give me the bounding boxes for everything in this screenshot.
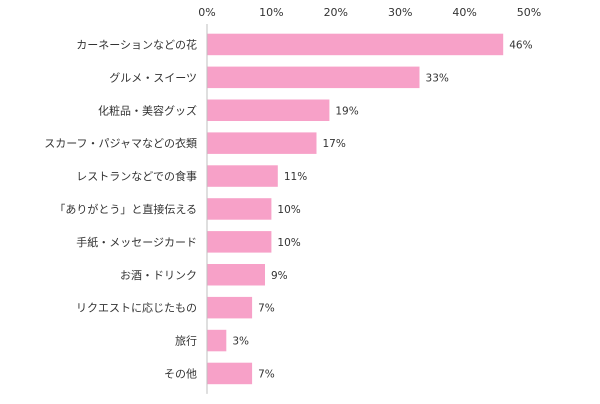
data-label: 19% <box>335 105 358 117</box>
data-label: 7% <box>258 368 275 380</box>
category-label: 手紙・メッセージカード <box>76 235 197 249</box>
data-label: 9% <box>271 270 288 282</box>
data-label: 10% <box>277 237 300 249</box>
category-label: リクエストに応じたもの <box>76 301 197 315</box>
category-label: カーネーションなどの花 <box>76 38 197 51</box>
bar <box>207 296 253 319</box>
bar <box>207 132 317 154</box>
bar <box>207 99 330 121</box>
bar <box>207 165 278 187</box>
data-label: 11% <box>284 171 307 183</box>
bar <box>207 362 253 385</box>
bars <box>207 33 504 385</box>
data-label: 33% <box>426 72 449 84</box>
bar <box>207 329 227 352</box>
category-label: その他 <box>164 367 197 380</box>
category-label: 化粧品・美容グッズ <box>98 103 197 117</box>
bar <box>207 264 265 286</box>
category-label: グルメ・スイーツ <box>109 70 197 84</box>
data-label: 10% <box>277 204 300 216</box>
category-label: スカーフ・パジャマなどの衣類 <box>44 136 197 150</box>
x-tick-label: 0% <box>198 6 215 19</box>
value-labels: 46% 33% 19% 17% 11% 10% 10% 9% 7% 3% 7% <box>232 39 532 380</box>
x-tick-label: 40% <box>452 6 476 19</box>
data-label: 3% <box>232 336 249 348</box>
x-axis: 0% 10% 20% 30% 40% 50% <box>198 6 541 19</box>
bar <box>207 66 420 89</box>
data-label: 7% <box>258 303 275 315</box>
category-label: お酒・ドリンク <box>120 269 197 282</box>
x-tick-label: 10% <box>259 6 283 19</box>
x-tick-label: 20% <box>324 6 348 19</box>
category-label: 旅行 <box>175 334 197 348</box>
bar <box>207 198 272 220</box>
bar <box>207 231 272 253</box>
bar <box>207 33 504 56</box>
data-label: 46% <box>509 39 532 51</box>
data-label: 17% <box>322 138 345 150</box>
category-label: レストランなどでの食事 <box>76 169 197 183</box>
category-label: 「ありがとう」と直接伝える <box>54 202 197 216</box>
x-tick-label: 30% <box>388 6 412 19</box>
x-tick-label: 50% <box>517 6 541 19</box>
category-labels: カーネーションなどの花グルメ・スイーツ化粧品・美容グッズスカーフ・パジャマなどの… <box>44 38 197 380</box>
